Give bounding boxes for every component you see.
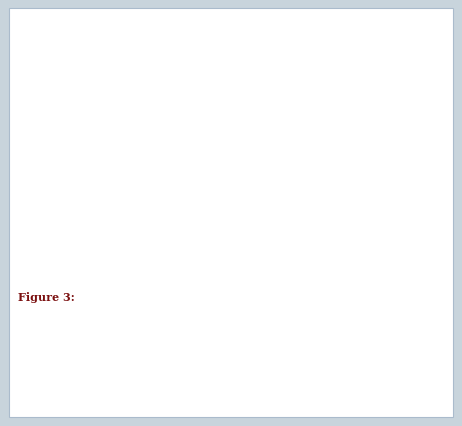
Text: A bar chart comparing the total number of attendances of eye emergencies, commun: A bar chart comparing the total number o… [67,290,455,335]
Bar [382,227,431,273]
Legend: 2019, 2020: 2019, 2020 [170,311,338,336]
Bar [254,210,303,273]
Bar [126,187,175,273]
Y-axis label: Number of attendances: Number of attendances [15,83,25,215]
Bar [334,152,382,273]
Text: Figure 3:: Figure 3: [18,292,75,303]
Bar [78,54,126,273]
Bar [206,37,254,273]
